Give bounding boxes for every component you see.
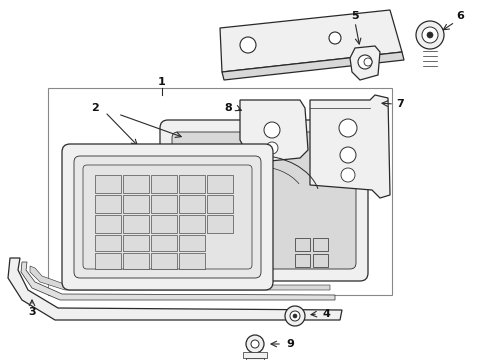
Circle shape [266, 142, 278, 154]
Bar [179, 235, 205, 251]
Polygon shape [222, 52, 404, 80]
FancyBboxPatch shape [160, 120, 368, 281]
Polygon shape [30, 266, 330, 290]
Circle shape [246, 335, 264, 353]
Bar [151, 253, 177, 269]
Text: 6: 6 [456, 11, 464, 21]
Bar [313, 238, 328, 251]
Bar [207, 195, 233, 213]
Circle shape [340, 147, 356, 163]
Text: 7: 7 [396, 99, 404, 109]
Polygon shape [240, 100, 308, 162]
FancyBboxPatch shape [62, 144, 273, 290]
Bar [295, 254, 310, 267]
Text: 9: 9 [286, 339, 294, 349]
Bar [179, 195, 205, 213]
Polygon shape [8, 258, 342, 320]
Bar [48, 88, 392, 295]
Bar [95, 175, 121, 193]
Circle shape [251, 340, 259, 348]
Bar [179, 253, 205, 269]
Bar [123, 195, 149, 213]
Bar [151, 175, 177, 193]
Bar [151, 235, 177, 251]
Circle shape [285, 306, 305, 326]
Bar [95, 253, 121, 269]
Circle shape [339, 119, 357, 137]
FancyBboxPatch shape [74, 156, 261, 278]
Bar [179, 175, 205, 193]
Circle shape [358, 55, 372, 69]
Bar [207, 175, 233, 193]
Text: 3: 3 [28, 307, 36, 317]
FancyBboxPatch shape [172, 132, 356, 269]
Bar [246, 358, 264, 360]
Circle shape [427, 32, 433, 38]
Bar [151, 215, 177, 233]
Circle shape [422, 27, 438, 43]
Bar [243, 352, 267, 358]
Circle shape [293, 314, 297, 318]
Circle shape [364, 58, 372, 66]
Bar [95, 195, 121, 213]
Text: 5: 5 [351, 11, 359, 21]
Polygon shape [220, 10, 402, 72]
Polygon shape [310, 95, 390, 198]
Bar [95, 235, 121, 251]
Text: 1: 1 [158, 77, 166, 87]
Bar [151, 195, 177, 213]
Circle shape [290, 311, 300, 321]
Circle shape [240, 37, 256, 53]
Bar [179, 215, 205, 233]
Bar [123, 235, 149, 251]
Bar [123, 175, 149, 193]
Bar [123, 253, 149, 269]
Bar [295, 238, 310, 251]
Polygon shape [21, 262, 335, 300]
Text: 4: 4 [322, 309, 330, 319]
Circle shape [341, 168, 355, 182]
Polygon shape [350, 46, 380, 80]
Bar [313, 254, 328, 267]
Circle shape [264, 122, 280, 138]
Bar [123, 215, 149, 233]
Circle shape [416, 21, 444, 49]
Text: 2: 2 [91, 103, 99, 113]
Circle shape [329, 32, 341, 44]
Text: 8: 8 [224, 103, 232, 113]
Bar [207, 215, 233, 233]
FancyBboxPatch shape [83, 165, 252, 269]
Bar [95, 215, 121, 233]
